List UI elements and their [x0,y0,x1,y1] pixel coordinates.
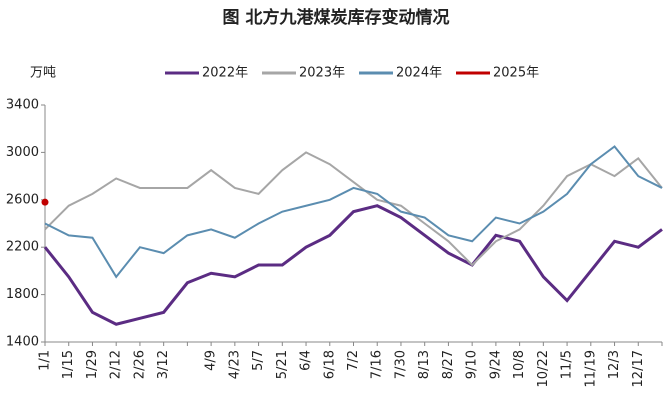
x-tick-label: 9/10 [465,350,480,379]
x-tick-label: 3/12 [156,350,171,379]
y-tick-label: 3400 [6,98,39,113]
x-tick-label: 8/27 [441,350,456,379]
x-tick-label: 6/18 [322,350,337,379]
x-tick-label: 7/16 [370,350,385,379]
series-line [44,145,663,279]
x-tick-label: 9/24 [488,350,503,379]
y-tick-label: 2200 [6,240,39,255]
x-tick-label: 2/12 [109,350,124,379]
x-tick-label: 1/29 [85,350,100,379]
chart-title: 图 北方九港煤炭库存变动情况 [223,7,450,28]
y-tick-label: 1400 [6,335,39,350]
legend-label: 2023年 [299,66,345,81]
x-tick-label: 12/17 [631,350,646,387]
x-tick-label: 1/1 [38,350,53,371]
legend-label: 2024年 [396,66,442,81]
x-tick-label: 6/4 [299,350,314,371]
y-tick-label: 1800 [6,287,39,302]
legend-label: 2025年 [493,66,539,81]
series-line [43,204,663,326]
x-tick-label: 4/9 [204,350,219,371]
x-tick-label: 10/8 [512,350,527,379]
series-line [44,151,663,267]
x-tick-label: 5/21 [275,350,290,379]
x-tick-label: 7/30 [393,350,408,379]
y-tick-label: 2600 [6,192,39,207]
x-tick-label: 11/5 [560,350,575,379]
x-tick-label: 1/15 [61,350,76,379]
x-tick-label: 12/3 [607,350,622,379]
legend: 2022年 2023年 2024年 2025年 [165,66,539,81]
x-tick-label: 8/13 [417,350,432,379]
y-tick-label: 3000 [6,145,39,160]
legend-label: 2022年 [202,66,248,81]
x-tick-label: 5/7 [251,350,266,371]
y-axis-label: 万吨 [30,66,56,81]
x-tick-label: 7/2 [346,350,361,371]
x-tick-label: 10/22 [536,350,551,387]
x-tick-label: 2/26 [132,350,147,379]
x-tick-label: 11/19 [583,350,598,387]
x-tick-label: 4/23 [227,350,242,379]
point [41,198,49,206]
